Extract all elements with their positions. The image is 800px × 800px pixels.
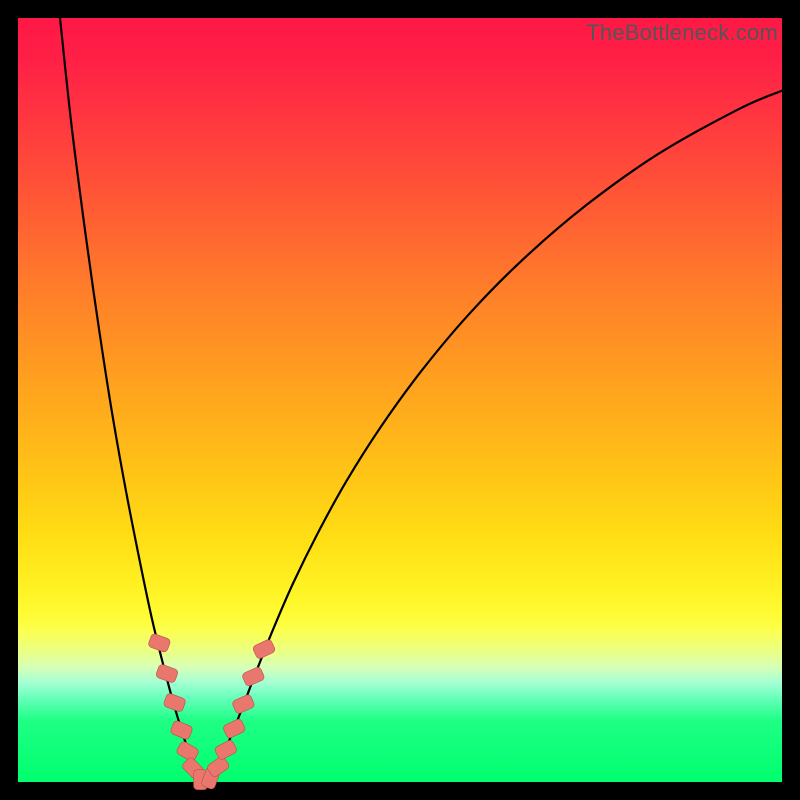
- plot-area: [18, 18, 782, 782]
- marker-bead: [163, 693, 187, 713]
- marker-bead: [252, 638, 276, 659]
- marker-bead: [214, 739, 238, 761]
- marker-bead: [155, 664, 179, 684]
- marker-bead: [148, 633, 172, 653]
- marker-beads-layer: [18, 18, 782, 782]
- marker-bead: [241, 666, 265, 687]
- marker-bead: [222, 718, 246, 739]
- watermark-text: TheBottleneck.com: [586, 20, 778, 46]
- marker-bead: [170, 720, 194, 740]
- marker-bead: [231, 694, 255, 715]
